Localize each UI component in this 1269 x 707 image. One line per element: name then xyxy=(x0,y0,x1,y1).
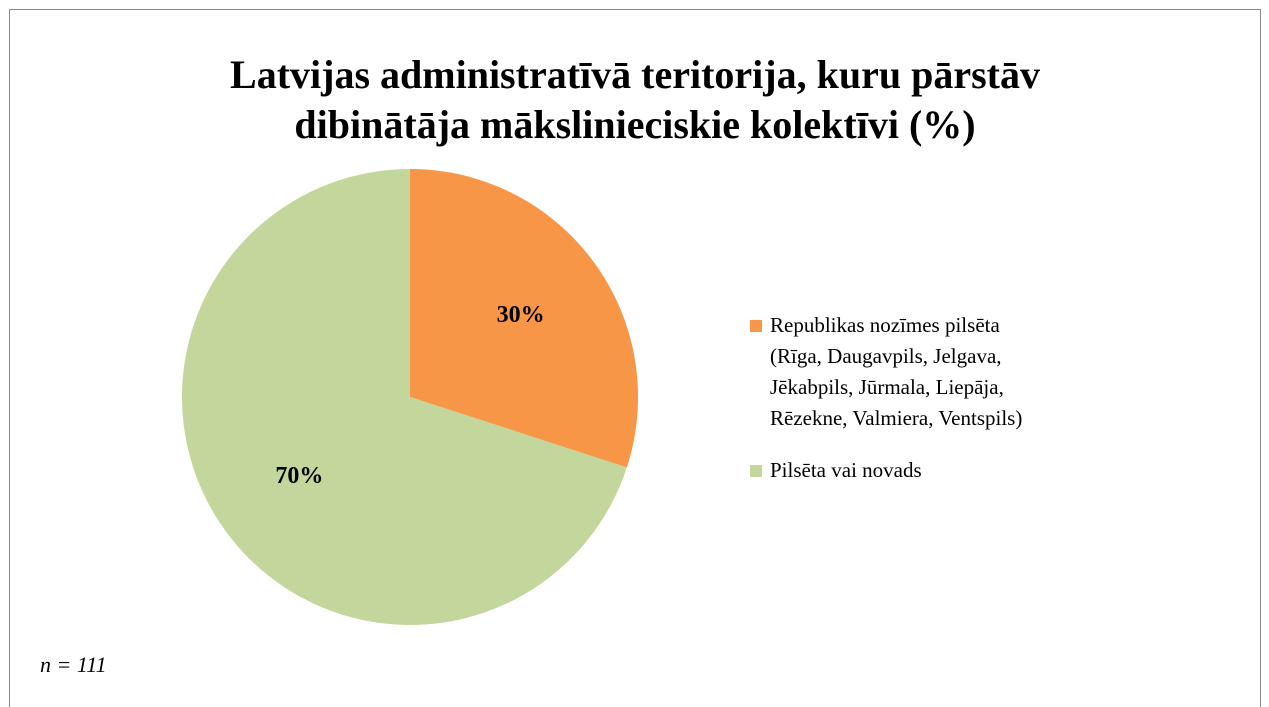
pie-slice xyxy=(182,169,627,625)
chart-title-line: dibinātāja mākslinieciskie kolektīvi (%) xyxy=(294,102,975,147)
chart-title-line: Latvijas administratīvā teritorija, kuru… xyxy=(230,52,1040,97)
legend-label: Pilsēta vai novads xyxy=(770,458,922,482)
sample-note: n = 111 xyxy=(40,652,107,677)
data-label: 70% xyxy=(275,463,323,489)
data-label: 30% xyxy=(497,302,545,328)
legend-swatch xyxy=(750,465,762,477)
legend-item: Republikas nozīmes pilsēta (Rīga, Daugav… xyxy=(750,310,1040,434)
pie: 30% 70% xyxy=(182,169,638,625)
legend-label: Republikas nozīmes pilsēta (Rīga, Daugav… xyxy=(770,313,1023,430)
legend-swatch xyxy=(750,320,762,332)
chart-border xyxy=(9,9,1261,707)
pie-slice xyxy=(410,169,638,468)
legend-item: Pilsēta vai novads xyxy=(750,455,1040,486)
